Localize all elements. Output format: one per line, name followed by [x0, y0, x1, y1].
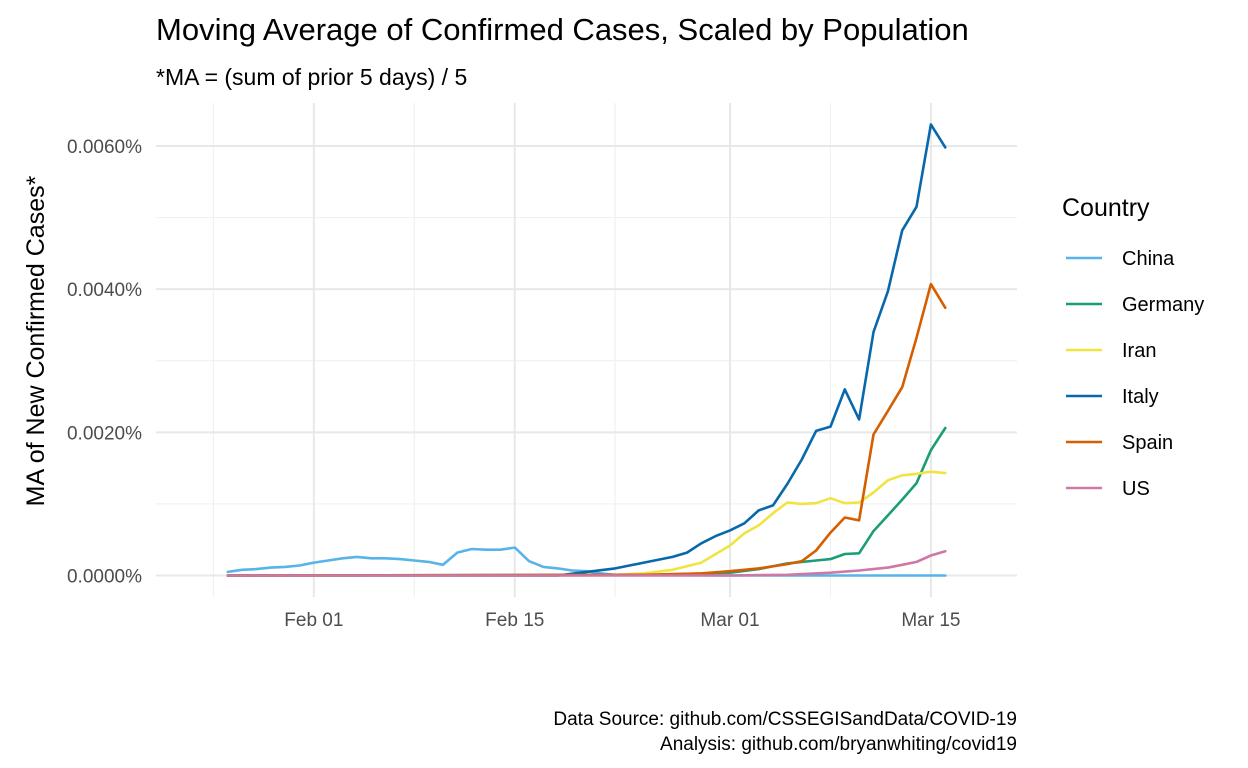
legend-label-us: US [1122, 478, 1150, 500]
x-tick-label: Mar 01 [700, 610, 759, 631]
chart-title: Moving Average of Confirmed Cases, Scale… [156, 12, 969, 47]
caption-line-2: Analysis: github.com/bryanwhiting/covid1… [660, 734, 1017, 755]
grid-minor [156, 103, 1017, 597]
x-tick-label: Mar 15 [901, 610, 960, 631]
series-lines [226, 123, 947, 577]
legend-title: Country [1062, 194, 1150, 222]
series-line-italy [226, 123, 947, 577]
legend: Country China Germany Iran Italy Spain US [1062, 194, 1204, 500]
y-tick-label: 0.0060% [67, 137, 142, 158]
legend-label-iran: Iran [1122, 340, 1156, 362]
series-line-china [226, 546, 947, 577]
legend-label-china: China [1122, 248, 1175, 270]
x-tick-labels: Feb 01 Feb 15 Mar 01 Mar 15 [284, 610, 960, 631]
legend-label-italy: Italy [1122, 386, 1159, 408]
y-axis-title: MA of New Confirmed Cases* [22, 175, 50, 506]
y-tick-labels: 0.0000% 0.0020% 0.0040% 0.0060% [67, 137, 142, 588]
series-line-us [226, 549, 947, 577]
x-tick-label: Feb 01 [284, 610, 343, 631]
y-tick-label: 0.0020% [67, 423, 142, 444]
chart-subtitle: *MA = (sum of prior 5 days) / 5 [156, 64, 467, 90]
y-tick-label: 0.0040% [67, 280, 142, 301]
legend-label-germany: Germany [1122, 294, 1204, 316]
legend-label-spain: Spain [1122, 432, 1173, 454]
series-line-iran [226, 470, 947, 577]
series-line-spain [226, 282, 947, 577]
x-tick-label: Feb 15 [485, 610, 544, 631]
caption-line-1: Data Source: github.com/CSSEGISandData/C… [553, 709, 1017, 730]
grid-major [156, 103, 1017, 597]
y-tick-label: 0.0000% [67, 567, 142, 588]
